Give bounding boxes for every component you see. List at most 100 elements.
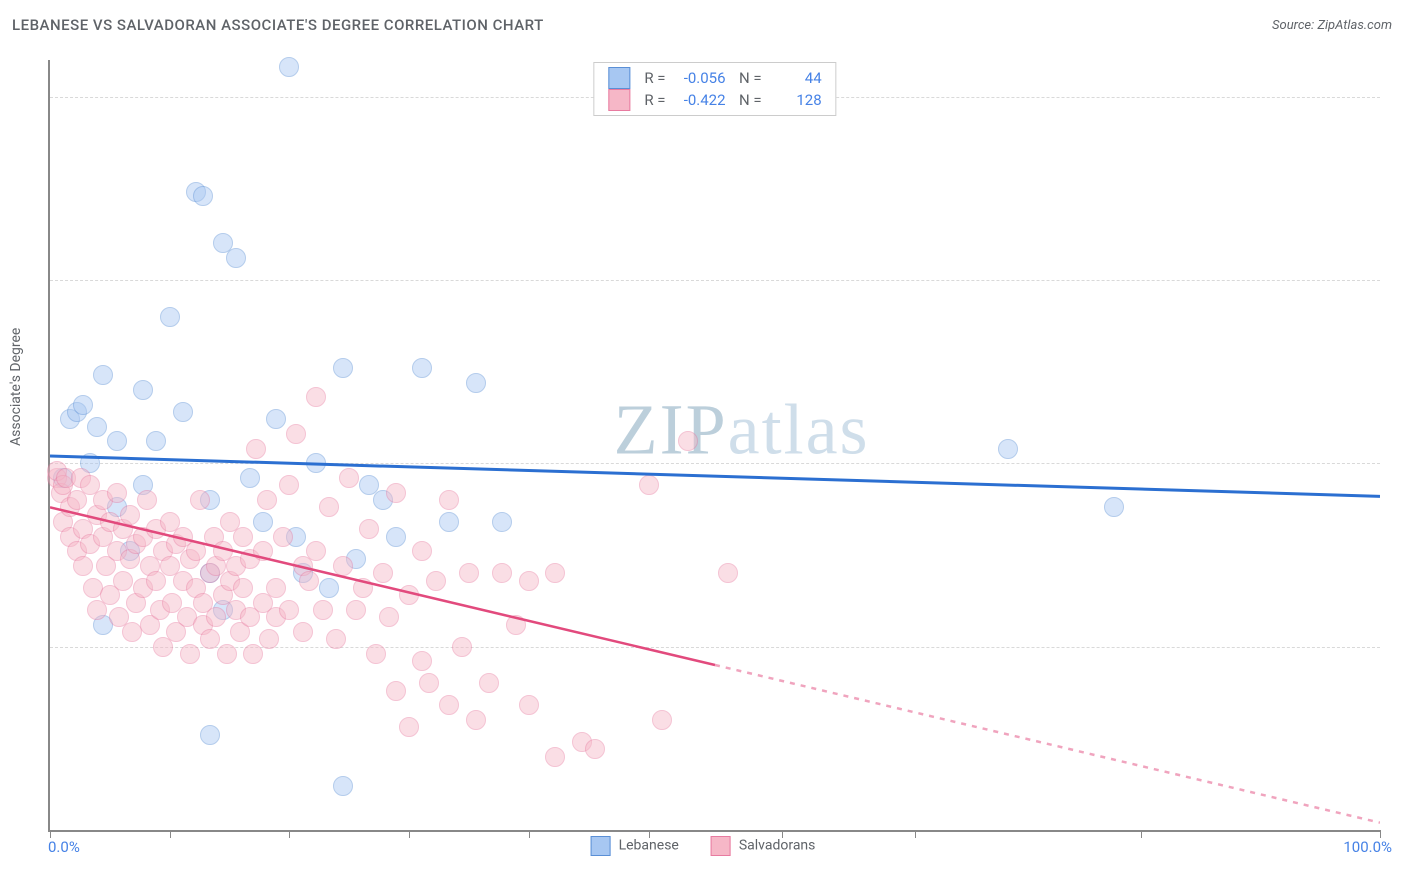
scatter-point-salvadorans (186, 541, 206, 561)
scatter-point-salvadorans (326, 629, 346, 649)
scatter-point-salvadorans (519, 571, 539, 591)
scatter-point-lebanese (333, 358, 353, 378)
scatter-point-lebanese (412, 358, 432, 378)
scatter-point-salvadorans (279, 475, 299, 495)
trendline-salvadorans (715, 665, 1380, 823)
x-tick (529, 830, 530, 838)
scatter-point-salvadorans (439, 490, 459, 510)
gridline (50, 280, 1380, 281)
scatter-point-lebanese (160, 307, 180, 327)
scatter-point-lebanese (226, 248, 246, 268)
scatter-point-lebanese (87, 417, 107, 437)
y-tick-label: 100.0% (1390, 88, 1406, 106)
scatter-point-salvadorans (412, 651, 432, 671)
scatter-point-salvadorans (346, 600, 366, 620)
scatter-point-salvadorans (319, 497, 339, 517)
scatter-point-salvadorans (506, 615, 526, 635)
scatter-point-lebanese (998, 439, 1018, 459)
x-axis-min-label: 0.0% (48, 838, 80, 856)
scatter-point-lebanese (1104, 497, 1124, 517)
scatter-point-salvadorans (180, 644, 200, 664)
scatter-point-salvadorans (678, 431, 698, 451)
scatter-point-lebanese (253, 512, 273, 532)
scatter-point-salvadorans (459, 563, 479, 583)
scatter-point-lebanese (146, 431, 166, 451)
scatter-point-salvadorans (190, 490, 210, 510)
scatter-point-salvadorans (718, 563, 738, 583)
scatter-point-salvadorans (386, 483, 406, 503)
scatter-point-salvadorans (257, 490, 277, 510)
scatter-point-lebanese (306, 453, 326, 473)
scatter-point-lebanese (107, 431, 127, 451)
scatter-point-salvadorans (246, 439, 266, 459)
scatter-point-salvadorans (299, 571, 319, 591)
scatter-point-salvadorans (243, 644, 263, 664)
chart-title: LEBANESE VS SALVADORAN ASSOCIATE'S DEGRE… (12, 16, 544, 34)
scatter-point-salvadorans (452, 637, 472, 657)
scatter-point-lebanese (266, 409, 286, 429)
scatter-point-lebanese (279, 57, 299, 77)
stats-row-lebanese: R = -0.056 N = 44 (608, 67, 821, 89)
scatter-point-lebanese (200, 725, 220, 745)
watermark: ZIPatlas (614, 388, 870, 471)
x-tick (50, 830, 51, 838)
scatter-point-lebanese (93, 365, 113, 385)
scatter-point-salvadorans (426, 571, 446, 591)
x-tick (1380, 830, 1381, 838)
scatter-point-lebanese (319, 578, 339, 598)
scatter-point-salvadorans (313, 600, 333, 620)
scatter-point-salvadorans (439, 695, 459, 715)
scatter-point-salvadorans (233, 527, 253, 547)
scatter-point-salvadorans (466, 710, 486, 730)
scatter-point-salvadorans (412, 541, 432, 561)
scatter-point-salvadorans (399, 585, 419, 605)
series-legend: Lebanese Salvadorans (591, 836, 816, 856)
gridline (50, 463, 1380, 464)
x-tick (170, 830, 171, 838)
scatter-point-salvadorans (306, 387, 326, 407)
scatter-point-salvadorans (399, 717, 419, 737)
scatter-point-lebanese (193, 186, 213, 206)
scatter-point-salvadorans (273, 527, 293, 547)
scatter-point-salvadorans (545, 563, 565, 583)
x-tick (1141, 830, 1142, 838)
scatter-point-salvadorans (233, 578, 253, 598)
legend-item-salvadorans: Salvadorans (711, 836, 816, 856)
scatter-point-salvadorans (113, 571, 133, 591)
scatter-point-salvadorans (333, 556, 353, 576)
scatter-point-lebanese (466, 373, 486, 393)
scatter-point-salvadorans (353, 578, 373, 598)
stats-row-salvadorans: R = -0.422 N = 128 (608, 89, 821, 111)
scatter-point-salvadorans (419, 673, 439, 693)
scatter-point-salvadorans (585, 739, 605, 759)
scatter-point-salvadorans (200, 629, 220, 649)
x-tick (915, 830, 916, 838)
scatter-point-lebanese (73, 395, 93, 415)
x-axis-max-label: 100.0% (1343, 838, 1392, 856)
scatter-point-lebanese (173, 402, 193, 422)
y-axis-label: Associate's Degree (8, 328, 24, 446)
scatter-point-salvadorans (492, 563, 512, 583)
scatter-point-salvadorans (293, 622, 313, 642)
scatter-point-salvadorans (206, 607, 226, 627)
scatter-point-salvadorans (519, 695, 539, 715)
scatter-point-salvadorans (306, 541, 326, 561)
stats-legend: R = -0.056 N = 44 R = -0.422 N = 128 (593, 62, 836, 116)
scatter-point-salvadorans (286, 424, 306, 444)
scatter-point-lebanese (439, 512, 459, 532)
scatter-point-salvadorans (545, 747, 565, 767)
scatter-point-salvadorans (359, 519, 379, 539)
scatter-point-lebanese (386, 527, 406, 547)
source-credit: Source: ZipAtlas.com (1272, 18, 1392, 33)
scatter-point-salvadorans (339, 468, 359, 488)
scatter-point-salvadorans (366, 644, 386, 664)
scatter-point-salvadorans (120, 505, 140, 525)
x-tick (289, 830, 290, 838)
scatter-point-salvadorans (107, 483, 127, 503)
scatter-point-salvadorans (386, 681, 406, 701)
scatter-point-salvadorans (137, 490, 157, 510)
scatter-point-salvadorans (73, 556, 93, 576)
legend-item-lebanese: Lebanese (591, 836, 679, 856)
scatter-point-salvadorans (266, 578, 286, 598)
scatter-point-salvadorans (279, 600, 299, 620)
